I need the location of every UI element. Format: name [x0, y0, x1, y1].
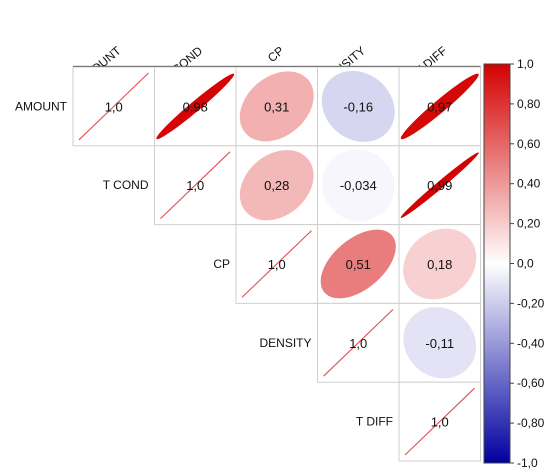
value-label: 1,0 [349, 336, 367, 351]
colorbar-tick-label: 1,0 [517, 57, 534, 71]
column-label-cp: CP [265, 44, 287, 65]
colorbar-tick-label: -0,20 [517, 296, 545, 310]
correlation-ellipse [403, 228, 477, 300]
diagonal-line [323, 309, 394, 377]
row-labels: AMOUNT T COND CP DENSITY T DIFF [15, 99, 393, 428]
colorbar-tick-label: -0,60 [517, 376, 545, 390]
value-label: -0,034 [340, 178, 377, 193]
cell-cp-density: 0,51 [317, 224, 400, 304]
colorbar-tick-label: 0,40 [517, 177, 541, 191]
matrix-cells: 1,0 0,98 0,31 -0,16 0,97 1,0 0,28 -0,034 0,99 1,0… [72, 65, 481, 462]
colorbar-tick-label: 0,0 [517, 257, 534, 271]
cell-amount-t-cond: 0,98 [154, 66, 237, 147]
cell-cp-t-diff: 0,18 [398, 224, 481, 304]
value-label: 1,0 [431, 415, 449, 430]
colorbar-gradient [483, 63, 511, 464]
value-label: 0,31 [264, 99, 289, 114]
correlation-ellipse [400, 73, 479, 140]
value-label: 0,97 [427, 99, 452, 114]
colorbar-tick-label: -0,80 [517, 416, 545, 430]
correlation-ellipse [403, 307, 477, 379]
value-label: -0,16 [343, 99, 373, 114]
value-label: 0,18 [427, 257, 452, 272]
colorbar-tick-label: 0,80 [517, 97, 541, 111]
diagonal-line [241, 230, 312, 298]
cell-t-cond-density: -0,034 [317, 145, 400, 226]
colorbar-tick-label: 0,20 [517, 217, 541, 231]
correlation-ellipse [320, 229, 396, 299]
value-label: 0,99 [427, 178, 452, 193]
value-label: 1,0 [268, 257, 286, 272]
cell-t-diff-t-diff: 1,0 [398, 381, 481, 462]
row-label-density: DENSITY [259, 336, 311, 350]
cell-amount-amount: 1,0 [72, 66, 155, 147]
value-label: -0,11 [425, 336, 454, 351]
colorbar-tick-label: 0,60 [517, 137, 541, 151]
value-label: 0,98 [183, 99, 208, 114]
correlation-ellipse [400, 152, 479, 218]
row-label-t-cond: T COND [103, 178, 149, 192]
cell-density-t-diff: -0,11 [398, 302, 481, 383]
correlation-ellipse [239, 71, 314, 142]
row-label-amount: AMOUNT [15, 99, 68, 113]
colorbar-tick-label: -0,40 [517, 336, 545, 350]
cell-t-cond-t-cond: 1,0 [154, 145, 237, 226]
row-label-t-diff: T DIFF [356, 415, 393, 429]
value-label: 1,0 [186, 178, 204, 193]
row-label-cp: CP [213, 257, 230, 271]
cell-t-cond-cp: 0,28 [235, 145, 318, 226]
cell-cp-cp: 1,0 [235, 224, 318, 304]
value-label: 0,51 [346, 257, 371, 272]
colorbar: 1,0 0,80 0,60 0,40 0,20 0,0 -0,20 -0,40 -0,60 -0,… [483, 57, 545, 470]
correlation-ellipse [239, 150, 314, 221]
cell-density-density: 1,0 [317, 302, 400, 383]
cell-amount-cp: 0,31 [235, 66, 318, 147]
correlation-ellipse [322, 149, 395, 222]
diagonal-line [404, 387, 475, 456]
diagonal-line [78, 72, 149, 141]
diagonal-line [160, 151, 231, 219]
cell-amount-density: -0,16 [317, 66, 400, 147]
cell-amount-t-diff: 0,97 [398, 66, 481, 147]
value-label: 0,28 [264, 178, 289, 193]
value-label: 1,0 [105, 99, 123, 114]
colorbar-tick-label: -1,0 [517, 456, 538, 470]
correlation-ellipse [156, 73, 235, 140]
cell-t-cond-t-diff: 0,99 [398, 145, 481, 226]
correlation-ellipse [321, 70, 395, 142]
